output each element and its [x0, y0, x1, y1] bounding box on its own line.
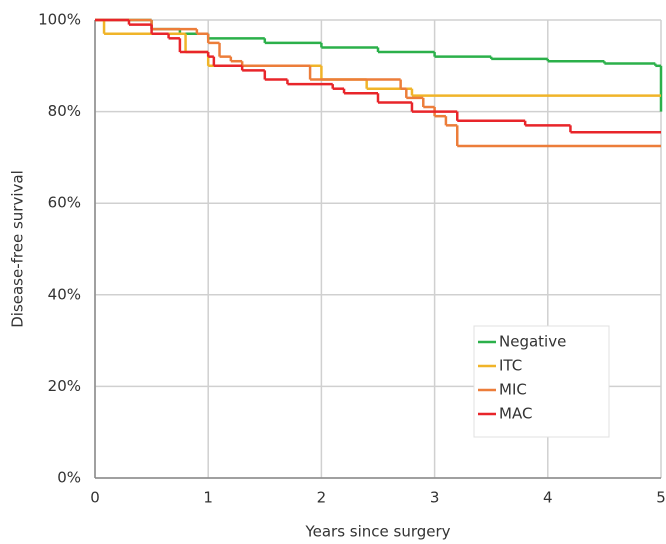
- y-tick-label: 20%: [48, 377, 81, 395]
- x-axis-label: Years since surgery: [304, 523, 450, 541]
- legend-label: Negative: [499, 333, 566, 351]
- x-tick-label: 5: [656, 489, 666, 507]
- x-tick-label: 2: [317, 489, 327, 507]
- x-tick-label: 4: [543, 489, 553, 507]
- y-tick-label: 100%: [38, 11, 81, 29]
- y-tick-label: 0%: [57, 469, 81, 487]
- y-tick-label: 40%: [48, 285, 81, 303]
- y-tick-label: 60%: [48, 194, 81, 212]
- x-tick-label: 0: [90, 489, 100, 507]
- legend-label: MIC: [499, 381, 527, 399]
- legend-label: MAC: [499, 405, 532, 423]
- legend-label: ITC: [499, 357, 522, 375]
- y-tick-label: 80%: [48, 102, 81, 120]
- x-tick-label: 3: [430, 489, 440, 507]
- legend-box: [473, 325, 610, 438]
- y-axis-label: Disease-free survival: [9, 170, 27, 328]
- x-tick-label: 1: [203, 489, 213, 507]
